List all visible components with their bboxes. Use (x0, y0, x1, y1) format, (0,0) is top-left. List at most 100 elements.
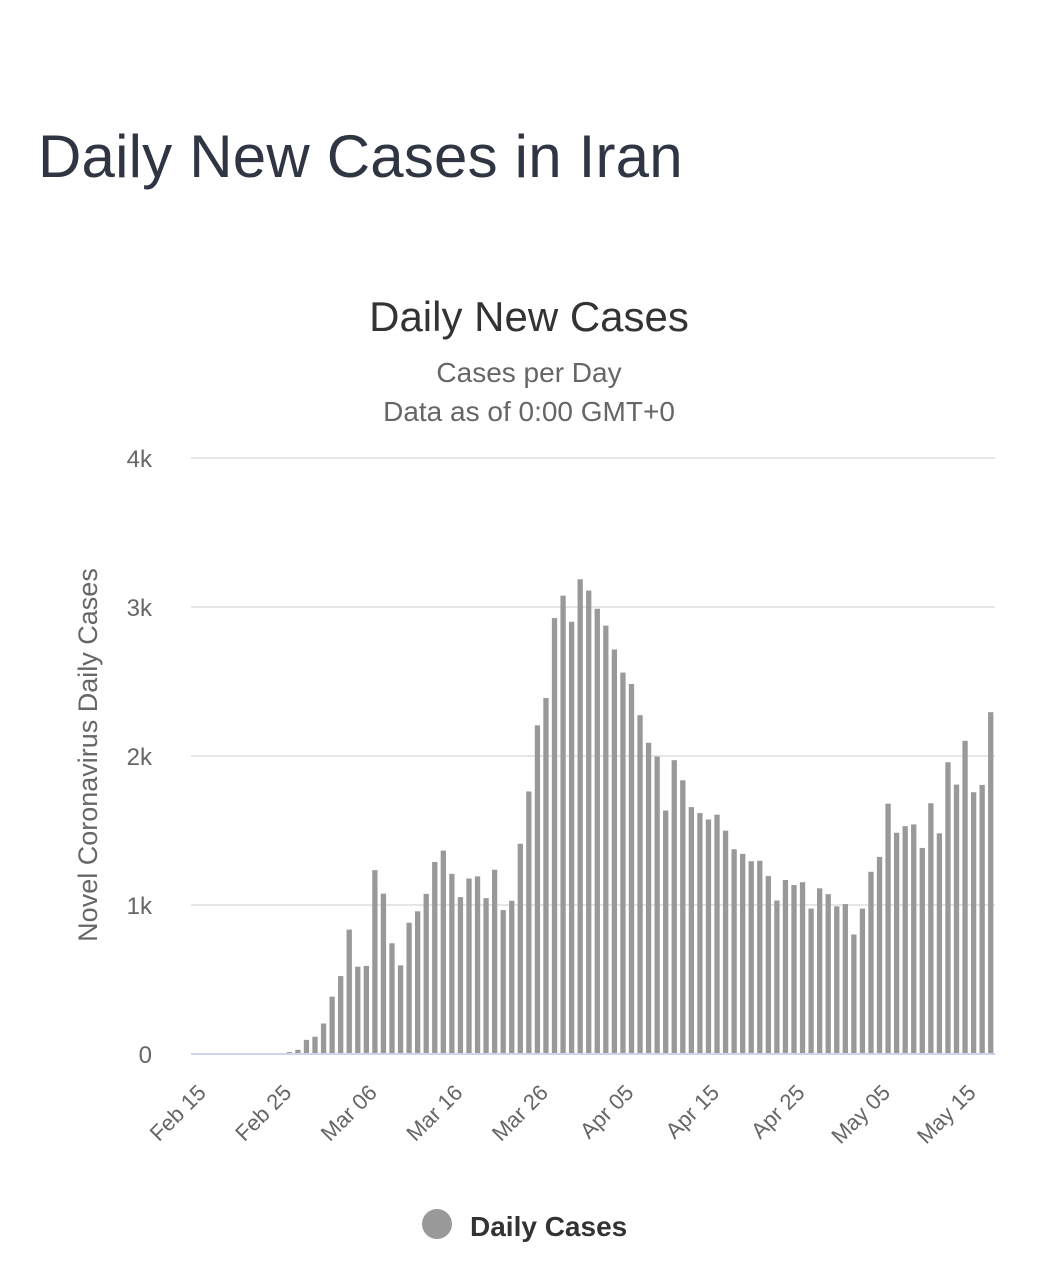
bar[interactable] (893, 832, 900, 1054)
bar[interactable] (688, 807, 695, 1054)
bar[interactable] (303, 1039, 310, 1054)
y-axis-ticks: 0 1k 2k 3k 4k (127, 446, 153, 1069)
legend-item[interactable]: Daily Cases (422, 1209, 627, 1242)
bar[interactable] (748, 861, 754, 1054)
x-tick-label: Mar 16 (401, 1080, 467, 1146)
bar[interactable] (466, 878, 472, 1054)
bar[interactable] (543, 698, 549, 1054)
bar[interactable] (799, 882, 806, 1054)
bar[interactable] (329, 996, 335, 1054)
bar[interactable] (372, 870, 378, 1054)
bar[interactable] (911, 824, 917, 1054)
x-tick-label: May 15 (912, 1080, 981, 1149)
bar[interactable] (380, 893, 387, 1054)
bar[interactable] (295, 1049, 301, 1054)
bar[interactable] (740, 853, 746, 1054)
bar[interactable] (457, 897, 464, 1054)
x-axis-ticks: Feb 15 Feb 25 Mar 06 Mar 16 Mar 26 Apr 05 Apr … (145, 1080, 981, 1149)
bar[interactable] (560, 595, 566, 1054)
bar[interactable] (970, 792, 977, 1054)
bar[interactable] (962, 740, 968, 1054)
bar[interactable] (859, 908, 866, 1054)
bar[interactable] (338, 976, 344, 1054)
x-tick-label: Mar 26 (487, 1080, 553, 1146)
bar[interactable] (397, 965, 404, 1054)
bar[interactable] (423, 893, 429, 1054)
chart-subtitle-line-2: Data as of 0:00 GMT+0 (383, 396, 675, 427)
bar[interactable] (320, 1023, 327, 1054)
bar[interactable] (551, 618, 558, 1054)
bar[interactable] (594, 608, 600, 1054)
bar[interactable] (440, 850, 446, 1054)
bar[interactable] (979, 784, 985, 1054)
bars (191, 579, 995, 1055)
bar[interactable] (363, 965, 369, 1054)
bar[interactable] (680, 780, 686, 1054)
bar[interactable] (603, 625, 609, 1055)
bar[interactable] (663, 810, 669, 1054)
bar[interactable] (671, 760, 677, 1054)
bar[interactable] (953, 784, 960, 1054)
bar[interactable] (782, 879, 789, 1054)
y-axis-label: Novel Coronavirus Daily Cases (73, 568, 103, 942)
bar[interactable] (483, 898, 489, 1054)
bar[interactable] (722, 830, 729, 1054)
y-tick-label: 0 (139, 1042, 152, 1069)
bar[interactable] (945, 762, 951, 1054)
bar[interactable] (534, 725, 541, 1054)
y-tick-label: 1k (127, 893, 153, 920)
bar[interactable] (432, 861, 438, 1054)
chart-title: Daily New Cases (369, 293, 689, 340)
bar[interactable] (868, 871, 874, 1054)
bar[interactable] (406, 922, 412, 1054)
bar[interactable] (645, 742, 652, 1054)
bar[interactable] (765, 876, 771, 1054)
bar[interactable] (449, 873, 455, 1054)
bar[interactable] (988, 712, 994, 1054)
bar[interactable] (791, 885, 797, 1054)
bar[interactable] (491, 869, 498, 1054)
bar[interactable] (389, 943, 395, 1054)
x-tick-label: Feb 15 (145, 1080, 211, 1146)
bar[interactable] (834, 906, 840, 1054)
bar[interactable] (628, 684, 635, 1054)
bar[interactable] (620, 672, 626, 1054)
bar[interactable] (355, 966, 361, 1054)
bar[interactable] (517, 843, 523, 1054)
bar[interactable] (500, 910, 506, 1054)
bar[interactable] (774, 900, 780, 1054)
bar[interactable] (928, 803, 934, 1054)
bar[interactable] (851, 934, 857, 1055)
bar[interactable] (731, 849, 737, 1054)
bar[interactable] (611, 649, 618, 1054)
bar[interactable] (936, 833, 943, 1054)
y-tick-label: 3k (127, 595, 153, 622)
bar[interactable] (714, 814, 720, 1054)
bar[interactable] (808, 908, 814, 1054)
bar[interactable] (654, 756, 660, 1054)
grid-lines (191, 457, 995, 906)
bar[interactable] (876, 856, 883, 1054)
bar[interactable] (919, 847, 925, 1054)
bar[interactable] (568, 621, 575, 1054)
bar[interactable] (637, 715, 643, 1054)
bar[interactable] (697, 813, 703, 1054)
bar[interactable] (817, 888, 823, 1054)
bar[interactable] (415, 911, 421, 1054)
bar[interactable] (509, 900, 515, 1054)
bar[interactable] (577, 579, 583, 1054)
bar[interactable] (526, 791, 532, 1054)
bar[interactable] (346, 929, 352, 1054)
bar[interactable] (825, 894, 831, 1054)
bar[interactable] (842, 904, 848, 1054)
x-tick-label: Apr 15 (661, 1080, 725, 1144)
bar[interactable] (757, 860, 763, 1054)
bar[interactable] (902, 826, 908, 1054)
bar[interactable] (885, 803, 891, 1054)
bar[interactable] (586, 590, 592, 1054)
bar[interactable] (705, 819, 712, 1054)
bar[interactable] (312, 1036, 318, 1054)
chart-subtitle-line-1: Cases per Day (436, 357, 621, 388)
bar[interactable] (474, 876, 481, 1054)
